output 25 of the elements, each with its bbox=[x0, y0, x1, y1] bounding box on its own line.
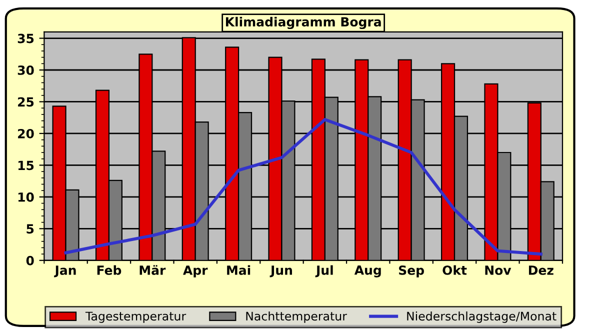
x-tick-label: Mär bbox=[140, 265, 166, 275]
y-tick-label: 10 bbox=[18, 192, 34, 202]
y-tick-label: 0 bbox=[26, 256, 34, 266]
y-tick-label: 35 bbox=[18, 34, 34, 44]
y-tick-label: 25 bbox=[18, 97, 34, 107]
y-tick-label: 5 bbox=[26, 224, 34, 234]
x-tick-label: Aug bbox=[354, 266, 381, 278]
legend-label: Nachttemperatur bbox=[246, 311, 347, 323]
legend-label: Niederschlagstage/Monat bbox=[407, 311, 556, 323]
x-tick-label: Feb bbox=[97, 265, 122, 275]
x-tick-label: Dez bbox=[528, 266, 554, 275]
x-tick-label: Okt bbox=[442, 265, 467, 275]
legend-label: Tagestemperatur bbox=[85, 312, 186, 323]
x-tick-label: Mai bbox=[227, 265, 250, 275]
y-tick-label: 20 bbox=[18, 128, 34, 138]
y-tick-label: 30 bbox=[18, 65, 34, 75]
chart-title: Klimadiagramm Bogra bbox=[226, 16, 381, 30]
x-tick-label: Jul bbox=[315, 265, 333, 278]
x-tick-label: Jan bbox=[54, 266, 76, 278]
y-tick-label: 15 bbox=[18, 160, 34, 170]
x-tick-label: Nov bbox=[485, 266, 512, 275]
line-series bbox=[64, 118, 542, 256]
x-tick-label: Apr bbox=[183, 266, 208, 278]
x-tick-label: Sep bbox=[399, 265, 424, 278]
x-tick-label: Jun bbox=[270, 266, 292, 278]
